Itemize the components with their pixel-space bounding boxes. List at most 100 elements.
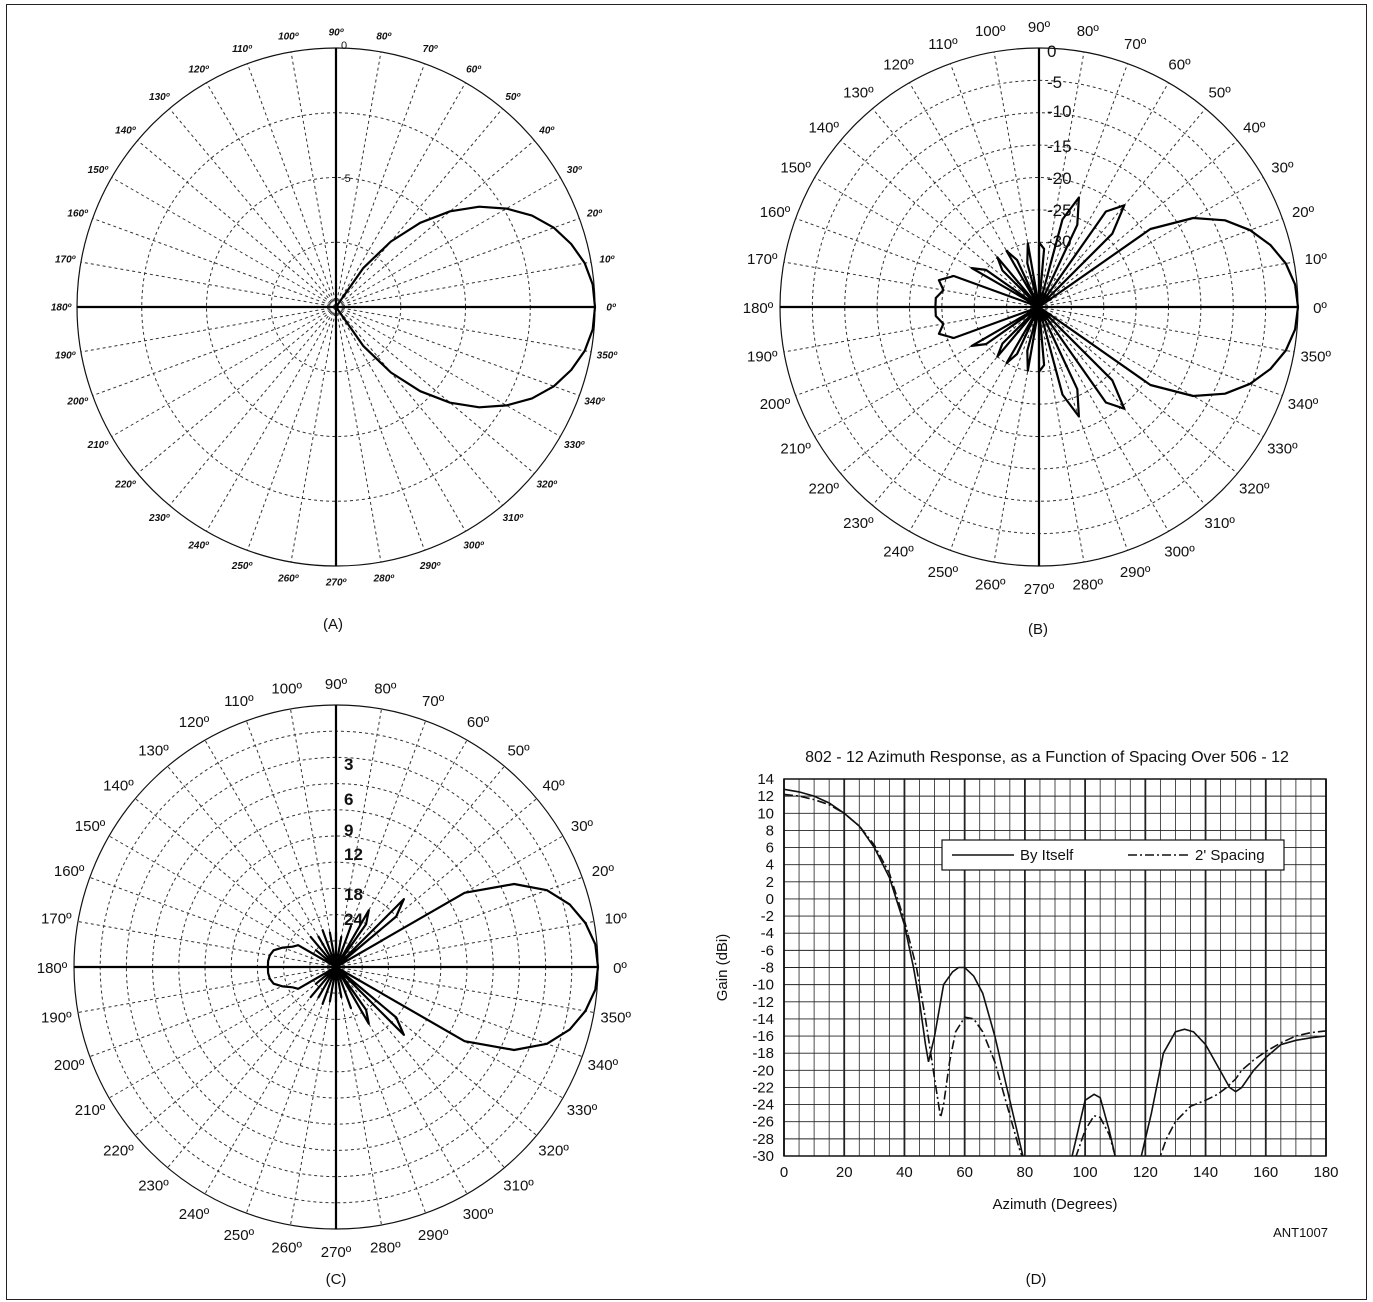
spoke-line [335, 966, 583, 1058]
ring-label: 12 [344, 845, 363, 864]
angle-label: 200º [66, 397, 89, 408]
spoke-line [1038, 177, 1264, 308]
angle-label: 60º [1168, 57, 1191, 74]
angle-label: 240º [883, 543, 914, 560]
figure-code: ANT1007 [1273, 1225, 1328, 1240]
angle-label: 330º [564, 440, 586, 451]
spoke-line [1038, 140, 1238, 308]
spoke-line [335, 306, 535, 474]
angle-label: 40º [538, 126, 555, 137]
spoke-line [92, 217, 337, 308]
spoke-line [1038, 261, 1295, 308]
spoke-line [80, 261, 337, 308]
angle-label: 180º [51, 303, 73, 314]
angle-label: 330º [1267, 440, 1298, 457]
y-tick-label: 12 [757, 788, 774, 805]
y-tick-label: -10 [752, 977, 774, 994]
spoke-line [783, 306, 1040, 353]
y-tick-label: -24 [752, 1097, 774, 1114]
x-tick-label: 180 [1313, 1164, 1338, 1181]
x-axis-label: Azimuth (Degrees) [992, 1196, 1117, 1213]
pattern-curve [266, 882, 600, 1052]
angle-label: 230º [843, 515, 874, 532]
angle-label: 10º [1305, 251, 1328, 268]
angle-label: 20º [1292, 204, 1315, 221]
angle-label: 230º [148, 513, 171, 524]
spoke-line [335, 966, 595, 1013]
spoke-line [80, 306, 337, 353]
angle-label: 80º [376, 32, 392, 43]
spoke-line [1038, 82, 1169, 308]
angle-label: 130º [843, 85, 874, 102]
legend-label-2ft-spacing: 2' Spacing [1195, 847, 1265, 864]
polar-chart-b: 0º 10º 20º 30º 40º 50º 60º 70º 80º 90º 100º 110º 120… [743, 19, 1332, 598]
angle-label: 210º [75, 1102, 106, 1119]
spoke-line [1038, 63, 1129, 308]
angle-label: 80º [1077, 23, 1100, 40]
spoke-line [335, 51, 382, 308]
angle-label: 260º [975, 577, 1006, 594]
angle-label: 220º [103, 1143, 134, 1160]
angle-label: 160º [54, 863, 85, 880]
y-tick-label: -26 [752, 1114, 774, 1131]
angle-label: 290º [419, 561, 442, 572]
spoke-line [245, 966, 337, 1214]
angle-label: 280º [1073, 577, 1104, 594]
angle-label: 110º [232, 44, 253, 55]
x-tick-label: 80 [1017, 1164, 1034, 1181]
spoke-line [335, 306, 592, 353]
angle-label: 270º [325, 578, 348, 589]
y-tick-label: -18 [752, 1045, 774, 1062]
y-tick-label: 2 [766, 874, 774, 891]
pattern-curve [334, 205, 597, 409]
spoke-line [335, 966, 505, 1169]
pattern-curve [934, 196, 1300, 418]
angle-label: 270º [321, 1244, 352, 1261]
spoke-line [335, 108, 503, 308]
angle-label: 280º [370, 1240, 401, 1257]
y-tick-label: -14 [752, 1011, 774, 1028]
angle-label: 350º [1300, 349, 1331, 366]
x-tick-label: 0 [780, 1164, 788, 1181]
angle-label: 30º [1271, 159, 1294, 176]
angle-label: 120º [883, 57, 914, 74]
spoke-line [840, 306, 1040, 474]
angle-label: 320º [538, 1143, 569, 1160]
angle-label: 150º [88, 165, 110, 176]
spoke-line [1038, 306, 1206, 506]
y-tick-label: -4 [761, 925, 774, 942]
legend-label-by-itself: By Itself [1020, 847, 1074, 864]
spoke-line [335, 217, 580, 308]
x-tick-label: 60 [956, 1164, 973, 1181]
angle-label: 220º [808, 481, 839, 498]
angle-label: 30º [567, 165, 583, 176]
angle-label: 190º [41, 1009, 72, 1026]
angle-label: 200º [760, 396, 791, 413]
angle-label: 320º [536, 479, 558, 490]
spoke-line [77, 921, 337, 968]
angle-label: 290º [1120, 564, 1151, 581]
angle-label: 80º [374, 680, 397, 697]
spoke-line [335, 306, 382, 563]
spoke-line [335, 306, 580, 397]
ring-label: -5 [1047, 73, 1062, 92]
angle-label: 170º [55, 255, 77, 266]
spoke-line [169, 108, 337, 308]
spoke-line [335, 177, 561, 308]
polar-chart-a: 0º 10º 20º 30º 40º 50º 60º 70º 80º 90º 100º 110º 120… [51, 28, 619, 589]
spoke-line [134, 798, 337, 968]
spoke-line [1038, 306, 1129, 551]
spoke-line [335, 306, 426, 551]
spoke-line [335, 140, 535, 308]
y-tick-label: 8 [766, 822, 774, 839]
angle-label: 10º [605, 911, 628, 928]
spoke-line [335, 876, 583, 968]
spoke-line [290, 966, 337, 1226]
angle-label: 160º [760, 204, 791, 221]
plot-border [783, 778, 1327, 1157]
y-tick-label: 14 [757, 771, 774, 788]
angle-label: 250º [928, 564, 959, 581]
angle-label: 90º [1028, 19, 1051, 36]
angle-label: 120º [179, 714, 210, 731]
angle-label: 0º [606, 303, 617, 314]
